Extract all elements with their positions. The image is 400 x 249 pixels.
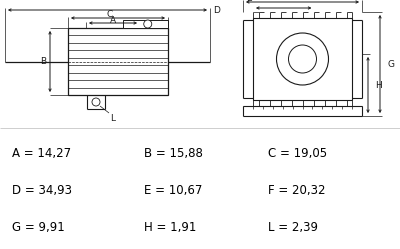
Bar xyxy=(253,18,352,100)
Bar xyxy=(123,20,168,28)
Text: F = 20,32: F = 20,32 xyxy=(268,184,326,197)
Text: B: B xyxy=(40,57,46,66)
Bar xyxy=(68,28,168,95)
Circle shape xyxy=(288,45,316,73)
Text: C = 19,05: C = 19,05 xyxy=(268,147,327,160)
Text: G = 9,91: G = 9,91 xyxy=(12,221,65,234)
Text: L: L xyxy=(110,114,115,123)
Text: L = 2,39: L = 2,39 xyxy=(268,221,318,234)
Text: A: A xyxy=(110,15,116,24)
Text: G: G xyxy=(388,60,395,68)
Text: D = 34,93: D = 34,93 xyxy=(12,184,72,197)
Text: B = 15,88: B = 15,88 xyxy=(144,147,203,160)
Text: H: H xyxy=(375,80,382,89)
Circle shape xyxy=(92,98,100,106)
Text: A = 14,27: A = 14,27 xyxy=(12,147,71,160)
Circle shape xyxy=(276,33,328,85)
Text: C: C xyxy=(107,9,113,18)
Text: D: D xyxy=(213,5,220,14)
Text: E = 10,67: E = 10,67 xyxy=(144,184,202,197)
Circle shape xyxy=(144,20,152,28)
Text: E: E xyxy=(246,0,252,3)
Text: H = 1,91: H = 1,91 xyxy=(144,221,196,234)
